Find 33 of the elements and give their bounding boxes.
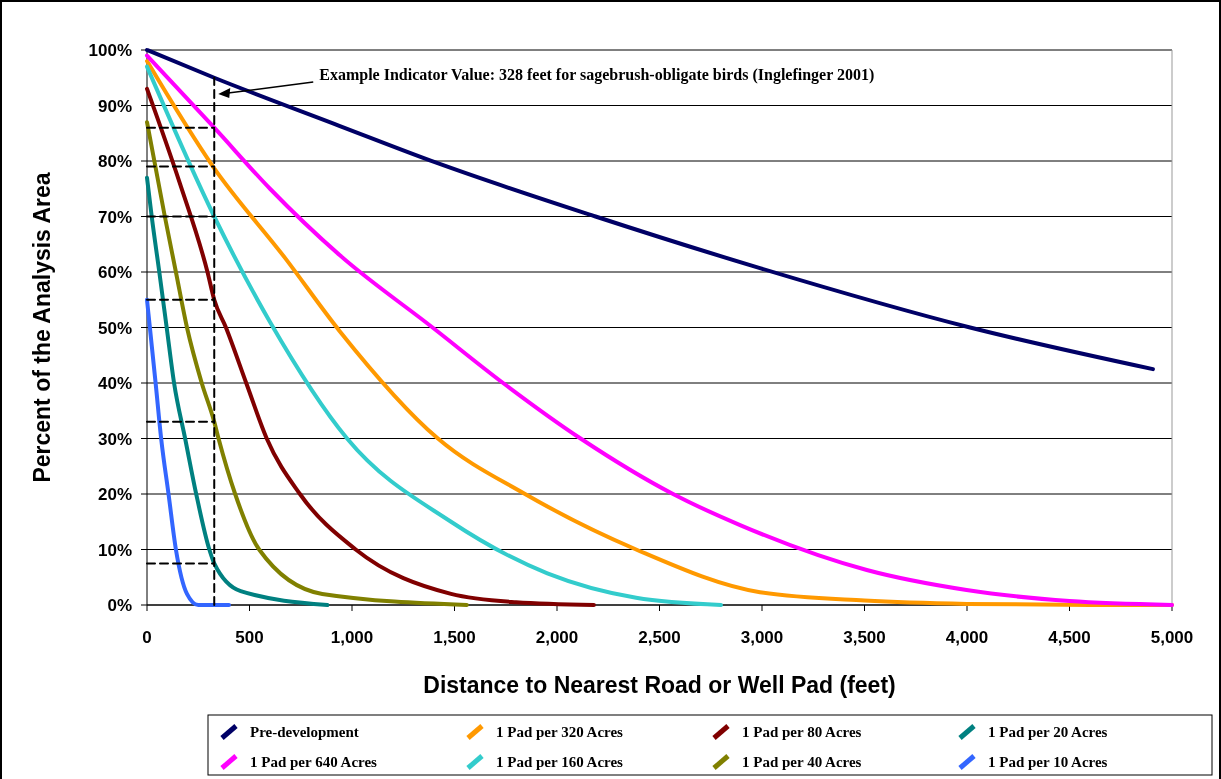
x-tick-label: 2,000 — [535, 628, 579, 647]
legend-label: 1 Pad per 10 Acres — [988, 754, 1108, 770]
y-tick-label: 0% — [107, 596, 132, 615]
y-tick-label: 60% — [97, 263, 132, 282]
legend-label: 1 Pad per 320 Acres — [496, 724, 624, 740]
y-tick-label: 10% — [97, 540, 132, 560]
y-tick-label: 70% — [97, 207, 132, 227]
legend-label: 1 Pad per 640 Acres — [250, 754, 378, 770]
y-tick-label: 20% — [97, 485, 132, 504]
legend-label: 1 Pad per 20 Acres — [988, 724, 1108, 740]
x-tick-label: 2,500 — [638, 628, 681, 647]
y-tick-label: 50% — [97, 318, 132, 338]
y-tick-label: 30% — [97, 429, 132, 449]
x-tick-label: 3,000 — [740, 628, 784, 647]
y-tick-label: 80% — [97, 152, 132, 171]
legend-label: Pre-development — [250, 724, 359, 740]
annotation: Example Indicator Value: 328 feet for sagebrush-obligate birds (Inglefinger 2001) — [319, 66, 875, 84]
x-tick-label: 3,500 — [843, 628, 886, 647]
x-axis-title: Distance to Nearest Road or Well Pad (feet) — [423, 672, 896, 698]
x-tick-label: 4,500 — [1048, 628, 1091, 647]
x-tick-label: 1,000 — [330, 628, 374, 647]
y-tick-label: 40% — [97, 374, 132, 393]
legend-label: 1 Pad per 160 Acres — [496, 754, 624, 770]
y-tick-label: 90% — [97, 96, 132, 116]
x-tick-label: 500 — [235, 628, 264, 647]
x-tick-label: 1,500 — [433, 628, 476, 647]
y-tick-label: 100% — [88, 41, 132, 60]
x-tick-label: 5,000 — [1150, 628, 1194, 647]
legend-label: 1 Pad per 80 Acres — [742, 724, 862, 740]
y-axis-title: Percent of the Analysis Area — [29, 172, 55, 483]
x-tick-label: 0 — [142, 628, 152, 647]
legend-label: 1 Pad per 40 Acres — [742, 754, 862, 770]
x-tick-label: 4,000 — [945, 628, 989, 647]
